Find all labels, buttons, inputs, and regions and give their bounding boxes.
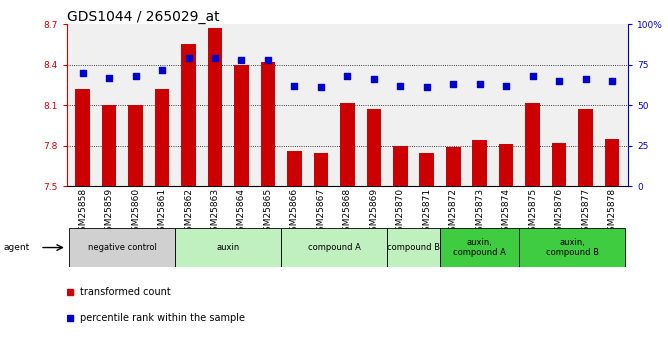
Text: auxin,
compound B: auxin, compound B: [546, 238, 599, 257]
Bar: [552, 143, 566, 186]
Point: [342, 73, 353, 79]
Bar: [525, 102, 540, 186]
Text: negative control: negative control: [88, 243, 157, 252]
Bar: [102, 105, 116, 186]
Bar: [313, 152, 328, 186]
Bar: [387, 228, 440, 267]
Point: [183, 56, 194, 61]
Point: [104, 75, 114, 80]
Bar: [281, 228, 387, 267]
Bar: [287, 151, 302, 186]
Point: [448, 81, 458, 87]
Bar: [520, 228, 625, 267]
Point: [554, 78, 564, 84]
Point: [369, 77, 379, 82]
Bar: [261, 62, 275, 186]
Bar: [181, 45, 196, 186]
Text: auxin: auxin: [216, 243, 240, 252]
Bar: [208, 28, 222, 186]
Bar: [155, 89, 170, 186]
Text: GDS1044 / 265029_at: GDS1044 / 265029_at: [67, 10, 219, 24]
Bar: [128, 105, 143, 186]
Point: [315, 85, 326, 90]
Bar: [440, 228, 520, 267]
Text: agent: agent: [3, 243, 29, 252]
Text: transformed count: transformed count: [80, 287, 171, 296]
Point: [130, 73, 141, 79]
Bar: [499, 145, 514, 186]
Bar: [578, 109, 593, 186]
Text: compound B: compound B: [387, 243, 440, 252]
Bar: [605, 139, 619, 186]
Point: [474, 81, 485, 87]
Point: [422, 85, 432, 90]
Text: auxin,
compound A: auxin, compound A: [454, 238, 506, 257]
Bar: [234, 65, 248, 186]
Point: [77, 70, 88, 76]
Point: [580, 77, 591, 82]
Point: [395, 83, 405, 89]
Point: [157, 67, 168, 72]
Text: percentile rank within the sample: percentile rank within the sample: [80, 313, 245, 323]
Bar: [446, 147, 460, 186]
Point: [210, 56, 220, 61]
Point: [607, 78, 617, 84]
Bar: [69, 228, 175, 267]
Bar: [340, 102, 355, 186]
Point: [527, 73, 538, 79]
Bar: [420, 152, 434, 186]
Point: [236, 57, 247, 62]
Bar: [472, 140, 487, 186]
Bar: [75, 89, 90, 186]
Text: compound A: compound A: [308, 243, 361, 252]
Bar: [393, 146, 407, 186]
Point: [501, 83, 512, 89]
Bar: [175, 228, 281, 267]
Point: [289, 83, 300, 89]
Point: [263, 57, 273, 62]
Bar: [367, 109, 381, 186]
